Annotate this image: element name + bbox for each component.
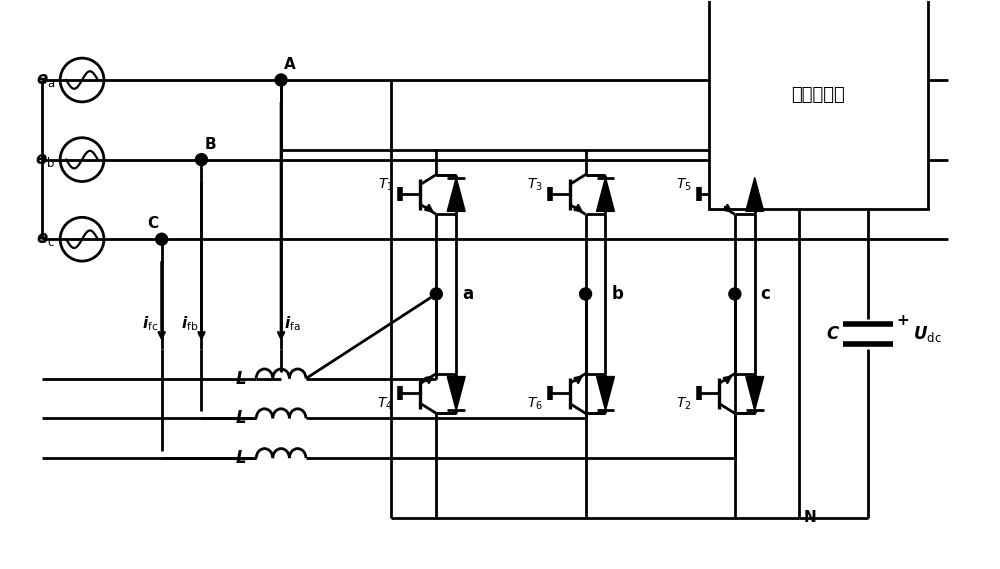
Circle shape [275,74,287,86]
Text: +: + [896,314,909,328]
Text: $\boldsymbol{U}_\mathrm{dc}$: $\boldsymbol{U}_\mathrm{dc}$ [913,324,942,344]
Polygon shape [597,178,614,211]
Text: $\boldsymbol{i}_\mathrm{fb}$: $\boldsymbol{i}_\mathrm{fb}$ [181,315,198,333]
Text: B: B [204,137,216,152]
Circle shape [156,233,168,245]
Circle shape [729,288,741,300]
Text: 非线性负载: 非线性负载 [792,86,845,104]
Polygon shape [746,178,764,211]
Text: $T_1$: $T_1$ [378,176,394,193]
Text: $T_4$: $T_4$ [377,395,394,411]
Text: A: A [284,57,296,72]
Polygon shape [746,377,764,410]
Polygon shape [447,178,465,211]
Circle shape [580,288,592,300]
Text: $\boldsymbol{L}$: $\boldsymbol{L}$ [235,409,246,427]
Text: $\boldsymbol{i}_\mathrm{fc}$: $\boldsymbol{i}_\mathrm{fc}$ [142,315,159,333]
Text: $T_2$: $T_2$ [676,395,692,411]
Circle shape [430,288,442,300]
Text: $T_6$: $T_6$ [527,395,543,411]
Polygon shape [597,377,614,410]
Text: $\boldsymbol{e}_\mathrm{a}$: $\boldsymbol{e}_\mathrm{a}$ [36,71,55,89]
Polygon shape [447,377,465,410]
Text: $T_3$: $T_3$ [527,176,543,193]
Text: $\boldsymbol{L}$: $\boldsymbol{L}$ [235,449,246,467]
Text: $\boldsymbol{C}$: $\boldsymbol{C}$ [826,325,840,343]
Text: $\boldsymbol{e}_\mathrm{b}$: $\boldsymbol{e}_\mathrm{b}$ [35,151,55,168]
Text: a: a [462,285,473,303]
Text: c: c [761,285,771,303]
Text: $\boldsymbol{L}$: $\boldsymbol{L}$ [235,369,246,387]
Circle shape [195,154,207,166]
Text: $T_5$: $T_5$ [676,176,692,193]
Text: C: C [148,216,159,231]
Text: b: b [611,285,623,303]
Bar [709,0,928,209]
Text: N: N [804,510,816,525]
Text: $\boldsymbol{e}_\mathrm{c}$: $\boldsymbol{e}_\mathrm{c}$ [36,230,55,248]
Text: $\boldsymbol{i}_\mathrm{fa}$: $\boldsymbol{i}_\mathrm{fa}$ [284,315,301,333]
